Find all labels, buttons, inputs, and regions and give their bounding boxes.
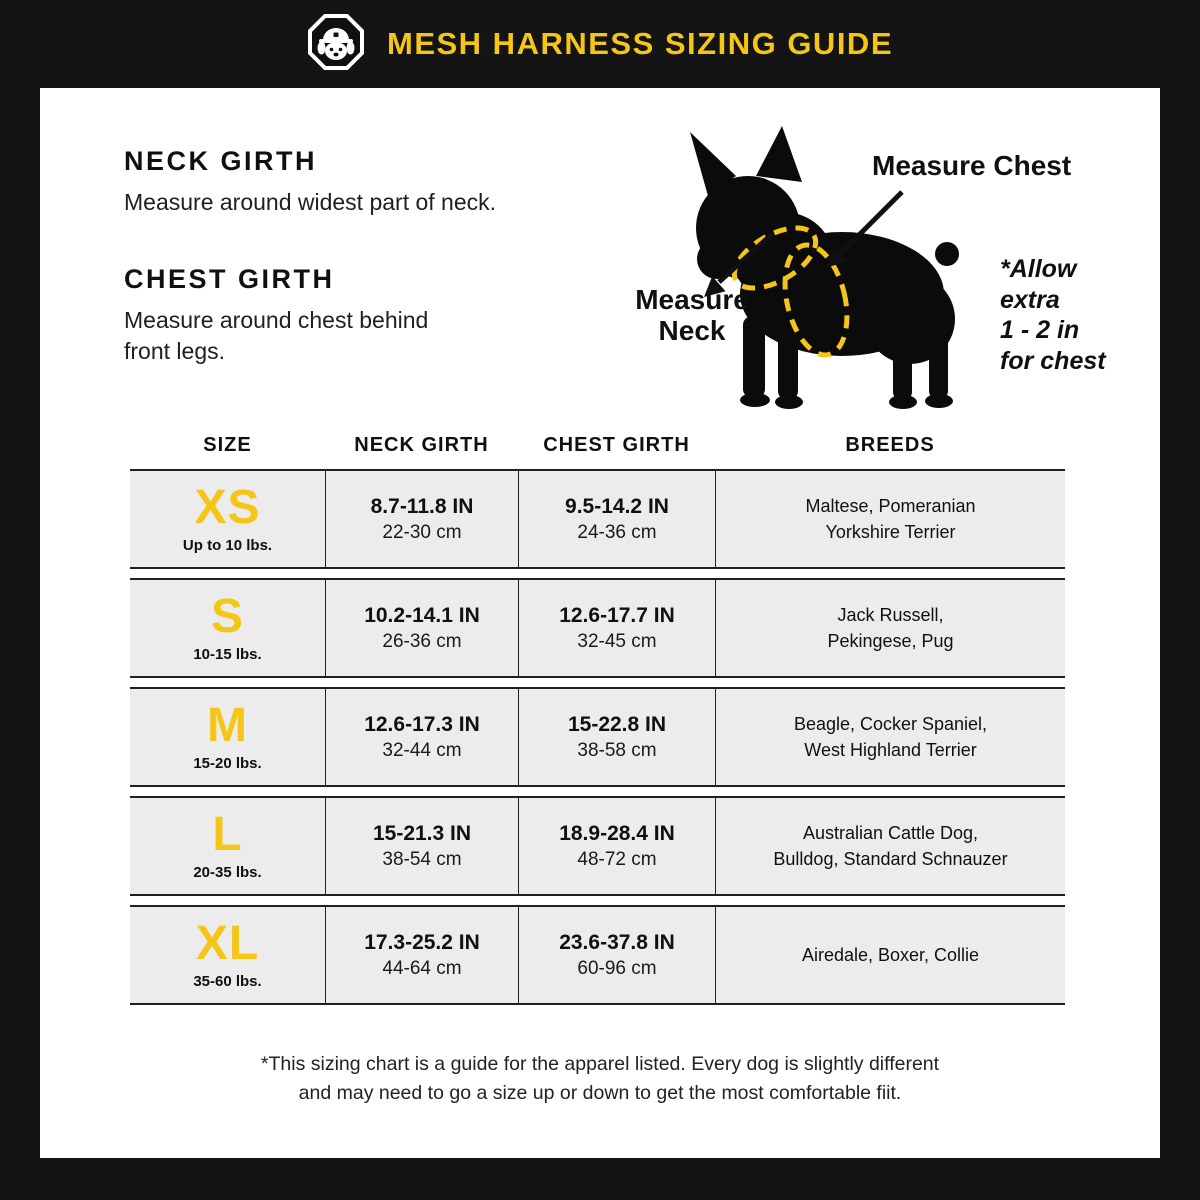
breeds-cell: Australian Cattle Dog, Bulldog, Standard…: [715, 798, 1065, 894]
neck-cm: 32-44 cm: [382, 739, 462, 761]
measure-neck-label: Measure Neck: [635, 284, 749, 347]
breeds-cell: Beagle, Cocker Spaniel, West Highland Te…: [715, 689, 1065, 785]
footnote: *This sizing chart is a guide for the ap…: [260, 1053, 940, 1105]
chest-cm: 32-45 cm: [577, 630, 657, 652]
table-row-xs: XS Up to 10 lbs. 8.7-11.8 IN 22-30 cm 9.…: [130, 469, 1065, 569]
chest-girth-text: Measure around chest behind front legs.: [124, 307, 429, 365]
weight-range: 35-60 lbs.: [193, 973, 262, 990]
neck-girth-heading: NECK GIRTH: [124, 146, 317, 176]
chest-inches: 9.5-14.2 IN: [565, 494, 669, 518]
content-panel: NECK GIRTH Measure around widest part of…: [40, 88, 1160, 1158]
neck-cm: 38-54 cm: [382, 848, 462, 870]
chest-cm: 60-96 cm: [577, 957, 657, 979]
size-label: XL: [195, 917, 260, 970]
chest-girth-cell: 23.6-37.8 IN 60-96 cm: [518, 907, 715, 1003]
measure-chest-label: Measure Chest: [872, 150, 1072, 181]
neck-girth-cell: 15-21.3 IN 38-54 cm: [325, 798, 518, 894]
size-cell: M 15-20 lbs.: [130, 689, 325, 785]
size-label: L: [212, 808, 243, 861]
col-header-breeds: BREEDS: [845, 434, 935, 456]
chest-cm: 48-72 cm: [577, 848, 657, 870]
size-label: M: [207, 699, 248, 752]
breeds-cell: Maltese, Pomeranian Yorkshire Terrier: [715, 471, 1065, 567]
col-header-neck-girth: NECK GIRTH: [354, 434, 489, 456]
chest-allowance-note: *Allow extra 1 - 2 in for chest: [1000, 255, 1106, 375]
chest-cm: 38-58 cm: [577, 739, 657, 761]
chest-girth-cell: 15-22.8 IN 38-58 cm: [518, 689, 715, 785]
chest-inches: 23.6-37.8 IN: [559, 930, 675, 954]
weight-range: Up to 10 lbs.: [182, 537, 273, 554]
chest-girth-cell: 18.9-28.4 IN 48-72 cm: [518, 798, 715, 894]
table-row-m: M 15-20 lbs. 12.6-17.3 IN 32-44 cm 15-22…: [130, 687, 1065, 787]
neck-girth-text: Measure around widest part of neck.: [124, 189, 497, 215]
dog-silhouette-illustration: [690, 126, 959, 409]
size-label: S: [210, 590, 244, 643]
chest-cm: 24-36 cm: [577, 521, 657, 543]
size-cell: XL 35-60 lbs.: [130, 907, 325, 1003]
table-row-s: S 10-15 lbs. 10.2-14.1 IN 26-36 cm 12.6-…: [130, 578, 1065, 678]
weight-range: 15-20 lbs.: [193, 755, 262, 772]
neck-cm: 44-64 cm: [382, 957, 462, 979]
size-cell: S 10-15 lbs.: [130, 580, 325, 676]
weight-range: 10-15 lbs.: [193, 646, 262, 663]
neck-inches: 15-21.3 IN: [372, 821, 472, 845]
neck-cm: 26-36 cm: [382, 630, 462, 652]
neck-inches: 8.7-11.8 IN: [370, 494, 474, 518]
table-row-xl: XL 35-60 lbs. 17.3-25.2 IN 44-64 cm 23.6…: [130, 905, 1065, 1005]
header: MESH HARNESS SIZING GUIDE: [0, 0, 1200, 88]
neck-girth-cell: 17.3-25.2 IN 44-64 cm: [325, 907, 518, 1003]
size-cell: L 20-35 lbs.: [130, 798, 325, 894]
measuring-instructions: NECK GIRTH Measure around widest part of…: [124, 146, 554, 413]
chest-inches: 12.6-17.7 IN: [559, 603, 675, 627]
page-title: MESH HARNESS SIZING GUIDE: [387, 26, 893, 61]
breeds-cell: Airedale, Boxer, Collie: [715, 907, 1065, 1003]
size-cell: XS Up to 10 lbs.: [130, 471, 325, 567]
col-header-chest-girth: CHEST GIRTH: [543, 434, 690, 456]
neck-inches: 10.2-14.1 IN: [364, 603, 480, 627]
chest-inches: 18.9-28.4 IN: [559, 821, 675, 845]
neck-girth-cell: 10.2-14.1 IN 26-36 cm: [325, 580, 518, 676]
neck-inches: 12.6-17.3 IN: [364, 712, 480, 736]
dog-badge-icon: [307, 13, 365, 76]
col-header-size: SIZE: [203, 434, 252, 456]
measurement-diagram: Measure Chest Measure Neck *Allow extra …: [580, 116, 1150, 456]
chest-girth-cell: 12.6-17.7 IN 32-45 cm: [518, 580, 715, 676]
neck-inches: 17.3-25.2 IN: [364, 930, 480, 954]
chest-girth-cell: 9.5-14.2 IN 24-36 cm: [518, 471, 715, 567]
chest-girth-heading: CHEST GIRTH: [124, 264, 335, 295]
table-header-row: SIZE NECK GIRTH CHEST GIRTH BREEDS: [130, 434, 1065, 457]
neck-girth-cell: 12.6-17.3 IN 32-44 cm: [325, 689, 518, 785]
neck-cm: 22-30 cm: [382, 521, 462, 543]
weight-range: 20-35 lbs.: [193, 864, 262, 881]
size-label: XS: [194, 481, 261, 534]
breeds-cell: Jack Russell, Pekingese, Pug: [715, 580, 1065, 676]
neck-girth-cell: 8.7-11.8 IN 22-30 cm: [325, 471, 518, 567]
chest-inches: 15-22.8 IN: [567, 712, 667, 736]
size-table: SIZE NECK GIRTH CHEST GIRTH BREEDS XS Up…: [130, 434, 1065, 1014]
table-row-l: L 20-35 lbs. 15-21.3 IN 38-54 cm 18.9-28…: [130, 796, 1065, 896]
